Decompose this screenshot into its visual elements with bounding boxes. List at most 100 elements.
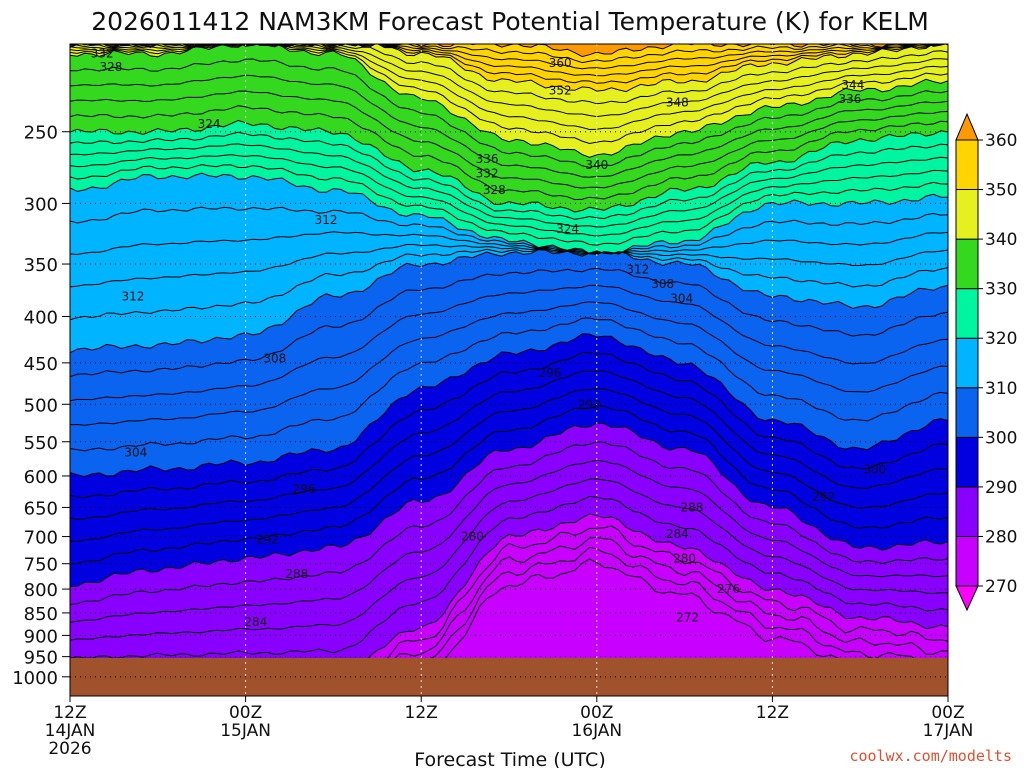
contour-label: 296 bbox=[539, 366, 562, 380]
contour-label: 340 bbox=[585, 158, 608, 172]
contour-label: 276 bbox=[717, 582, 740, 596]
contour-label: 328 bbox=[100, 60, 123, 74]
isoline bbox=[70, 44, 948, 77]
isoline bbox=[70, 536, 948, 696]
isoline bbox=[70, 441, 948, 605]
isoline bbox=[70, 495, 948, 659]
isoline bbox=[70, 370, 948, 520]
contour-label: 292 bbox=[578, 397, 601, 411]
isoline bbox=[70, 44, 947, 58]
contour-label: 328 bbox=[483, 183, 506, 197]
colorbar-segment bbox=[955, 585, 979, 612]
y-tick-label: 500 bbox=[24, 395, 58, 416]
isoline bbox=[70, 44, 948, 64]
contour-label: 336 bbox=[476, 152, 499, 166]
isoline bbox=[70, 405, 948, 565]
colorbar-segment bbox=[955, 535, 979, 587]
x-tick-label: 2026 bbox=[48, 739, 91, 759]
contour-label: 360 bbox=[549, 56, 572, 70]
contour-label: 336 bbox=[839, 92, 862, 106]
colorbar-label: 360 bbox=[985, 131, 1017, 151]
isoline bbox=[70, 422, 948, 588]
band-350 bbox=[70, 44, 948, 92]
colorbar-label: 320 bbox=[985, 329, 1017, 349]
isoline bbox=[70, 206, 948, 255]
isoline bbox=[70, 74, 948, 178]
contour-label: 272 bbox=[676, 611, 699, 625]
contour-label: 304 bbox=[124, 445, 147, 459]
y-tick-label: 650 bbox=[24, 498, 58, 519]
y-tick-label: 850 bbox=[24, 604, 58, 625]
contour-label: 312 bbox=[626, 263, 649, 277]
isoline bbox=[70, 333, 948, 478]
contour-label: 284 bbox=[666, 527, 689, 541]
contour-label: 304 bbox=[670, 291, 693, 305]
isoline bbox=[70, 172, 948, 255]
x-tick-label: 16JAN bbox=[571, 721, 622, 741]
colorbar-segment bbox=[955, 189, 979, 240]
x-tick-label: 17JAN bbox=[923, 721, 974, 741]
colorbar-segment bbox=[955, 139, 979, 191]
colorbar-label: 270 bbox=[985, 577, 1017, 597]
isoline bbox=[70, 231, 948, 256]
isoline bbox=[70, 284, 948, 402]
x-tick-label: 00Z bbox=[229, 703, 262, 723]
isoline bbox=[70, 267, 948, 378]
x-tick-label: 00Z bbox=[931, 703, 964, 723]
colorbar-label: 280 bbox=[985, 527, 1017, 547]
plot-frame bbox=[69, 43, 949, 697]
colorbar-segment bbox=[955, 112, 979, 141]
isoline bbox=[70, 58, 948, 168]
grid-lines bbox=[70, 44, 948, 696]
x-tick-label: 12Z bbox=[53, 703, 86, 723]
colorbar: 270 280 290 300 310 320 330 340 350 360 bbox=[955, 112, 1017, 612]
contour-label: 312 bbox=[121, 289, 144, 303]
isoline bbox=[70, 459, 948, 623]
x-tick-label: 00Z bbox=[580, 703, 613, 723]
colorbar-segment bbox=[955, 436, 979, 488]
colorbar-segment bbox=[955, 387, 979, 438]
contour-label: 332 bbox=[476, 166, 499, 180]
y-tick-label: 1000 bbox=[12, 668, 58, 689]
contour-label: 280 bbox=[461, 530, 484, 544]
y-axis: 2503003504004505005506006507007508008509… bbox=[12, 123, 70, 689]
isoline bbox=[70, 248, 948, 321]
chart-title: 2026011412 NAM3KM Forecast Potential Tem… bbox=[91, 7, 929, 36]
isoline bbox=[70, 143, 948, 228]
contour-label: 312 bbox=[315, 213, 338, 227]
y-tick-label: 800 bbox=[24, 580, 58, 601]
ground-surface bbox=[70, 658, 948, 696]
contour-lines bbox=[70, 44, 948, 696]
x-tick-label: 12Z bbox=[405, 703, 438, 723]
contour-label: 352 bbox=[549, 83, 572, 97]
isoline bbox=[70, 546, 948, 696]
isoline bbox=[70, 301, 948, 426]
colorbar-label: 330 bbox=[985, 280, 1017, 300]
isoline bbox=[70, 154, 948, 237]
contour-label: 308 bbox=[651, 277, 674, 291]
x-tick-label: 15JAN bbox=[220, 721, 271, 741]
isoline bbox=[70, 558, 948, 696]
colorbar-label: 300 bbox=[985, 428, 1017, 448]
contour-label: 324 bbox=[198, 117, 221, 131]
isoline bbox=[70, 90, 948, 189]
isoline bbox=[70, 388, 948, 543]
y-tick-label: 700 bbox=[24, 528, 58, 549]
filled-contour-bands bbox=[70, 44, 948, 696]
y-tick-label: 300 bbox=[24, 194, 58, 215]
y-tick-label: 950 bbox=[24, 648, 58, 669]
isoline bbox=[70, 249, 948, 354]
isoline bbox=[70, 478, 948, 641]
y-tick-label: 350 bbox=[24, 255, 58, 276]
y-tick-label: 250 bbox=[24, 123, 58, 144]
contour-label: 344 bbox=[841, 78, 864, 92]
isoline bbox=[70, 351, 948, 499]
x-axis-label: Forecast Time (UTC) bbox=[414, 749, 605, 768]
contour-label: 300 bbox=[863, 462, 886, 476]
y-tick-label: 600 bbox=[24, 467, 58, 488]
isoline bbox=[70, 105, 948, 201]
colorbar-label: 350 bbox=[985, 181, 1017, 201]
